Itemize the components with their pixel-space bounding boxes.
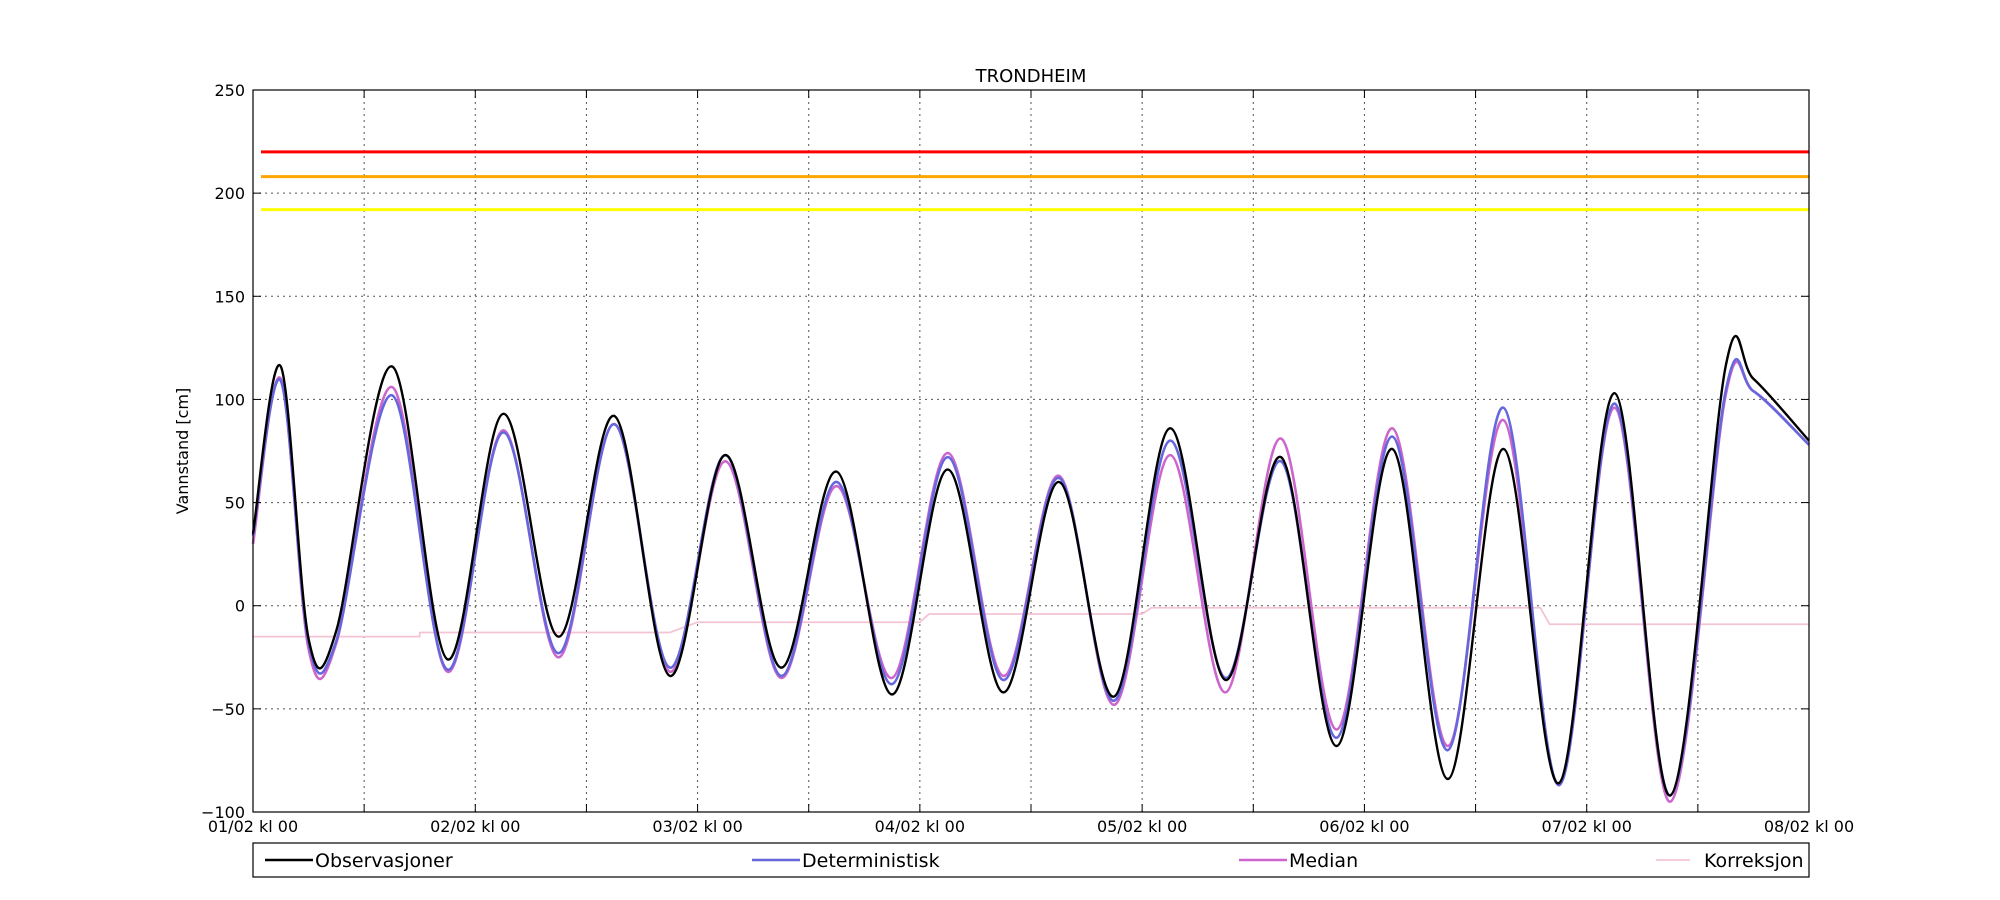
- x-tick-label: 06/02 kl 00: [1319, 817, 1409, 836]
- legend-label: Observasjoner: [315, 850, 453, 872]
- legend: Observasjoner Deterministisk Median Korreks…: [252, 842, 1810, 878]
- series-line-korreksjon: [253, 606, 1809, 638]
- threshold-layer: [261, 150, 1809, 212]
- legend-label: Median: [1289, 850, 1358, 872]
- y-tick-label: −50: [211, 700, 245, 719]
- x-tick-label: 01/02 kl 00: [208, 817, 298, 836]
- y-axis-label: Vannstand [cm]: [173, 388, 192, 514]
- y-tick-label: 200: [214, 184, 245, 203]
- series-layer: [251, 334, 1810, 803]
- y-tick-label: 150: [214, 287, 245, 306]
- x-tick-label: 05/02 kl 00: [1097, 817, 1187, 836]
- series-line-deterministisk: [251, 357, 1810, 797]
- x-tick-label: 07/02 kl 00: [1542, 817, 1632, 836]
- y-tick-label: 250: [214, 81, 245, 100]
- x-tick-label: 08/02 kl 00: [1764, 817, 1854, 836]
- x-tick-label: 02/02 kl 00: [430, 817, 520, 836]
- legend-label: Korreksjon: [1704, 850, 1804, 872]
- legend-label: Deterministisk: [802, 850, 940, 872]
- x-tick-label: 03/02 kl 00: [652, 817, 742, 836]
- legend-box: [252, 842, 1810, 878]
- y-tick-label: 0: [235, 597, 245, 616]
- series-line-observasjoner: [251, 334, 1810, 797]
- chart-title: TRONDHEIM: [975, 66, 1087, 87]
- y-tick-label: −100: [201, 803, 245, 822]
- y-tick-label: 100: [214, 390, 245, 409]
- x-tick-label: 04/02 kl 00: [875, 817, 965, 836]
- y-tick-label: 50: [225, 494, 245, 513]
